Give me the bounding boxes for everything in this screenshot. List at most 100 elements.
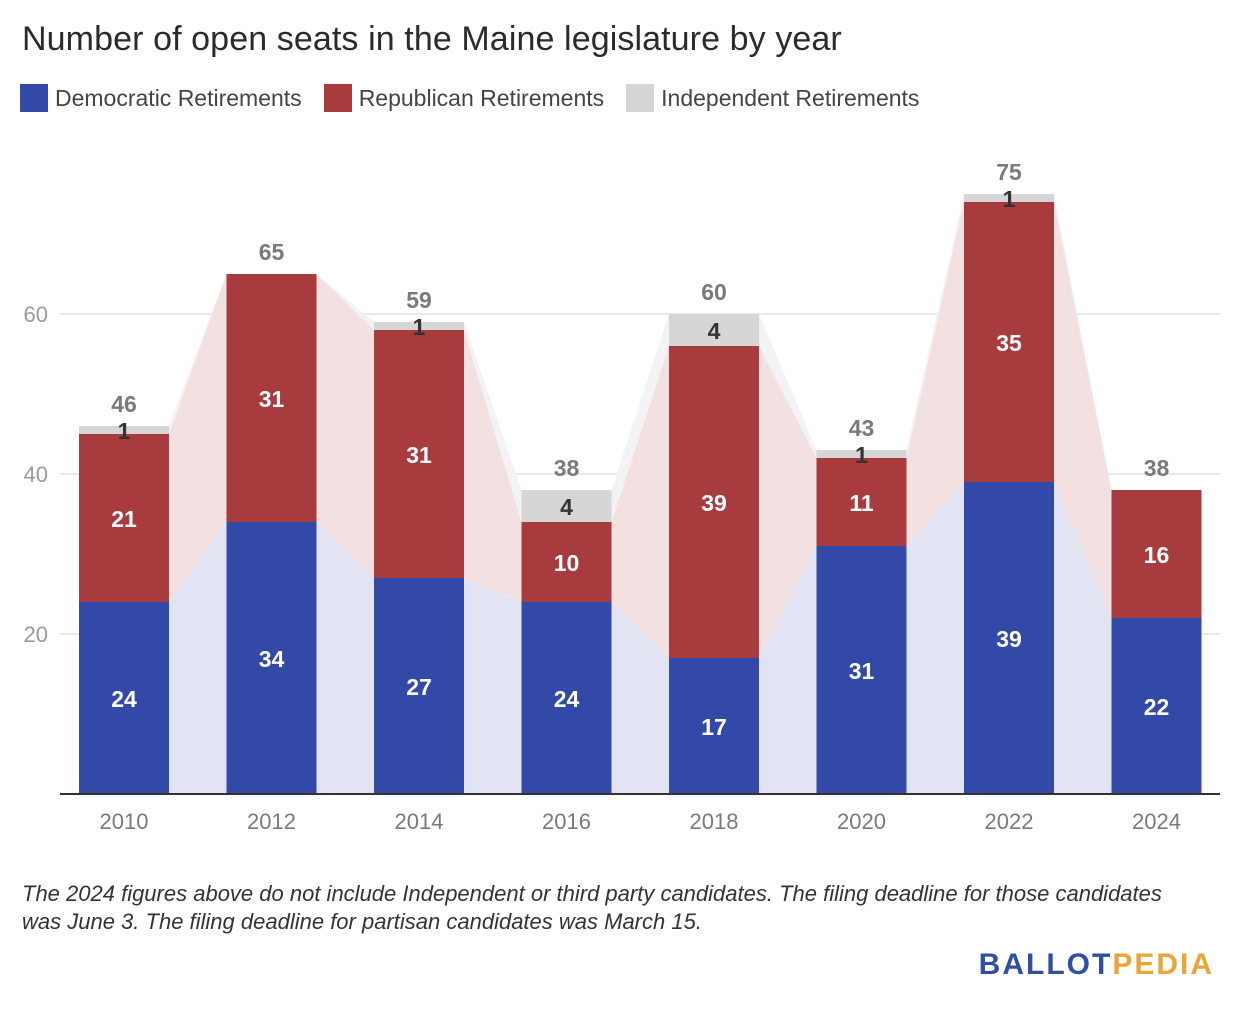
band-republican-retirements-2018 (759, 346, 817, 658)
x-tick-label-2010: 2010 (100, 809, 149, 834)
data-label-democratic-retirements-2014: 27 (406, 674, 432, 700)
data-label-republican-retirements-2010: 21 (111, 506, 137, 532)
legend-label-independent: Independent Retirements (661, 84, 920, 111)
total-label-2024: 38 (1144, 455, 1170, 481)
x-tick-label-2012: 2012 (247, 809, 296, 834)
bar-independent-retirements-2022 (964, 194, 1054, 202)
bar-democratic-retirements-2012 (226, 522, 317, 794)
band-republican-retirements-2022 (1054, 202, 1112, 618)
band-independent-retirements-2020 (906, 194, 964, 458)
band-independent-retirements-2016 (611, 314, 669, 522)
total-label-2014: 59 (406, 287, 432, 313)
band-republican-retirements-2014 (464, 330, 522, 602)
x-tick-label-2016: 2016 (542, 809, 591, 834)
data-label-democratic-retirements-2016: 24 (554, 686, 580, 712)
bar-republican-retirements-2016 (521, 522, 612, 602)
x-tick-label-2018: 2018 (690, 809, 739, 834)
band-republican-retirements-2016 (611, 346, 669, 658)
data-label-republican-retirements-2012: 31 (259, 386, 285, 412)
data-label-democratic-retirements-2012: 34 (259, 646, 285, 672)
x-tick-label-2014: 2014 (395, 809, 444, 834)
data-label-independent-retirements-2016: 4 (560, 494, 573, 520)
bar-independent-retirements-2020 (816, 450, 907, 458)
bar-republican-retirements-2020 (816, 458, 907, 546)
bar-republican-retirements-2018 (669, 346, 759, 658)
band-democratic-retirements-2018 (759, 546, 817, 794)
total-label-2016: 38 (554, 455, 580, 481)
x-tick-label-2024: 2024 (1132, 809, 1181, 834)
bar-democratic-retirements-2024 (1111, 618, 1202, 794)
bar-independent-retirements-2010 (79, 426, 169, 434)
data-label-independent-retirements-2020: 1 (855, 442, 868, 468)
data-label-republican-retirements-2018: 39 (701, 490, 727, 516)
band-independent-retirements-2022 (1054, 194, 1112, 490)
data-label-republican-retirements-2016: 10 (554, 550, 580, 576)
band-democratic-retirements-2020 (906, 482, 964, 794)
stacked-bar-chart: 2040602421146201034316520122731159201424… (24, 159, 1220, 834)
data-label-republican-retirements-2020: 11 (849, 490, 874, 516)
total-label-2018: 60 (701, 279, 727, 305)
x-tick-label-2022: 2022 (985, 809, 1034, 834)
bar-republican-retirements-2010 (79, 434, 169, 602)
bar-independent-retirements-2016 (521, 490, 612, 522)
total-label-2022: 75 (996, 159, 1022, 185)
bar-democratic-retirements-2022 (964, 482, 1054, 794)
data-label-independent-retirements-2018: 4 (708, 318, 721, 344)
band-independent-retirements-2012 (316, 274, 374, 330)
total-label-2012: 65 (259, 239, 285, 265)
legend-label-republican: Republican Retirements (358, 84, 605, 111)
data-label-republican-retirements-2024: 16 (1144, 542, 1170, 568)
band-democratic-retirements-2016 (611, 602, 669, 794)
bar-independent-retirements-2018 (669, 314, 759, 346)
legend-label-democratic: Democratic Retirements (55, 84, 302, 111)
data-label-democratic-retirements-2022: 39 (996, 626, 1022, 652)
data-label-independent-retirements-2010: 1 (118, 418, 131, 444)
y-tick-label-20: 20 (24, 622, 48, 647)
legend: Democratic Retirements Republican Retire… (20, 84, 941, 112)
ballotpedia-logo: BALLOTPEDIA (979, 948, 1214, 982)
band-independent-retirements-2018 (759, 314, 817, 458)
data-label-democratic-retirements-2018: 17 (701, 714, 727, 740)
legend-swatch-independent (626, 84, 655, 112)
bar-democratic-retirements-2020 (816, 546, 907, 794)
bar-republican-retirements-2014 (374, 330, 464, 578)
logo-part-ballot: BALLOT (978, 948, 1113, 981)
data-label-democratic-retirements-2020: 31 (849, 658, 875, 684)
logo-part-pedia: PEDIA (1112, 948, 1214, 981)
band-democratic-retirements-2022 (1054, 482, 1112, 794)
bar-democratic-retirements-2010 (79, 602, 169, 794)
band-democratic-retirements-2010 (169, 522, 227, 794)
bar-republican-retirements-2012 (226, 274, 317, 522)
bar-democratic-retirements-2018 (669, 658, 759, 794)
band-republican-retirements-2010 (169, 274, 227, 602)
data-label-independent-retirements-2014: 1 (413, 314, 426, 340)
band-republican-retirements-2020 (906, 202, 964, 546)
y-tick-label-60: 60 (24, 302, 48, 327)
bar-democratic-retirements-2014 (374, 578, 464, 794)
band-democratic-retirements-2014 (464, 578, 522, 794)
legend-item-democratic: Democratic Retirements (20, 84, 302, 112)
band-republican-retirements-2012 (316, 274, 374, 578)
data-label-republican-retirements-2014: 31 (406, 442, 432, 468)
total-label-2010: 46 (111, 391, 137, 417)
data-label-democratic-retirements-2024: 22 (1144, 694, 1170, 720)
legend-swatch-democratic (20, 84, 48, 112)
band-independent-retirements-2014 (464, 322, 522, 522)
bar-republican-retirements-2022 (964, 202, 1054, 482)
legend-item-independent: Independent Retirements (626, 84, 919, 112)
bar-democratic-retirements-2016 (521, 602, 612, 794)
data-label-republican-retirements-2022: 35 (996, 330, 1022, 356)
y-tick-label-40: 40 (24, 462, 48, 487)
total-label-2020: 43 (849, 415, 875, 441)
band-independent-retirements-2010 (169, 274, 227, 434)
bar-independent-retirements-2014 (374, 322, 464, 330)
legend-swatch-republican (323, 84, 352, 112)
footnote: The 2024 figures above do not include In… (22, 881, 1162, 934)
bar-republican-retirements-2024 (1111, 490, 1202, 618)
legend-item-republican: Republican Retirements (323, 84, 605, 112)
data-label-independent-retirements-2022: 1 (1003, 186, 1016, 212)
chart-title: Number of open seats in the Maine legisl… (22, 20, 842, 58)
data-label-democratic-retirements-2010: 24 (111, 686, 137, 712)
x-tick-label-2020: 2020 (837, 809, 886, 834)
band-democratic-retirements-2012 (316, 522, 374, 794)
